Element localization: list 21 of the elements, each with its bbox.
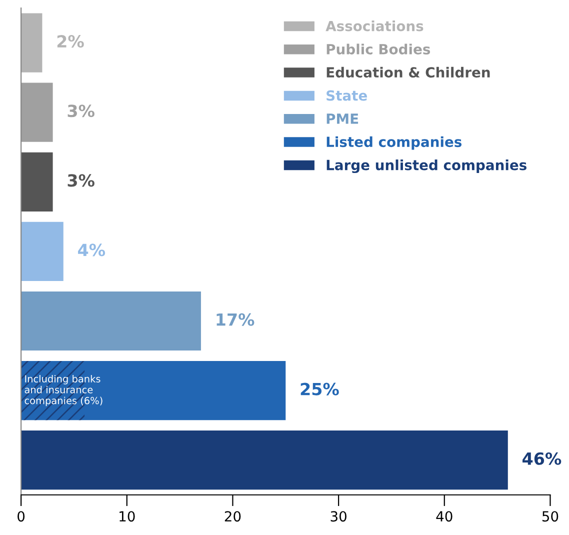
x-tick-label: 20	[224, 511, 241, 522]
data-label: 3%	[68, 174, 94, 187]
data-label: 3%	[68, 104, 94, 118]
x-tick-label: 0	[18, 511, 25, 522]
x-tick-label: 40	[436, 511, 452, 522]
x-tick-label: 30	[330, 511, 346, 522]
legend-label: Public Bodies	[326, 44, 430, 54]
data-label: 17%	[216, 313, 254, 326]
data-label: 2%	[57, 35, 84, 48]
annotation: Including banks and insurance companies (6%)	[24, 374, 102, 406]
data-label: 46%	[522, 452, 562, 465]
legend-label: Large unlisted companies	[326, 160, 526, 174]
x-tick-label: 10	[120, 511, 135, 522]
legend-label: Associations	[326, 20, 424, 32]
legend-label: State	[326, 90, 367, 101]
legend-label: Listed companies	[326, 136, 462, 150]
data-label: 4%	[78, 244, 106, 256]
x-tick-label: 50	[542, 511, 558, 522]
data-label: 25%	[300, 382, 339, 396]
legend-label: PME	[326, 114, 358, 124]
legend-label: Education & Children	[326, 66, 490, 78]
